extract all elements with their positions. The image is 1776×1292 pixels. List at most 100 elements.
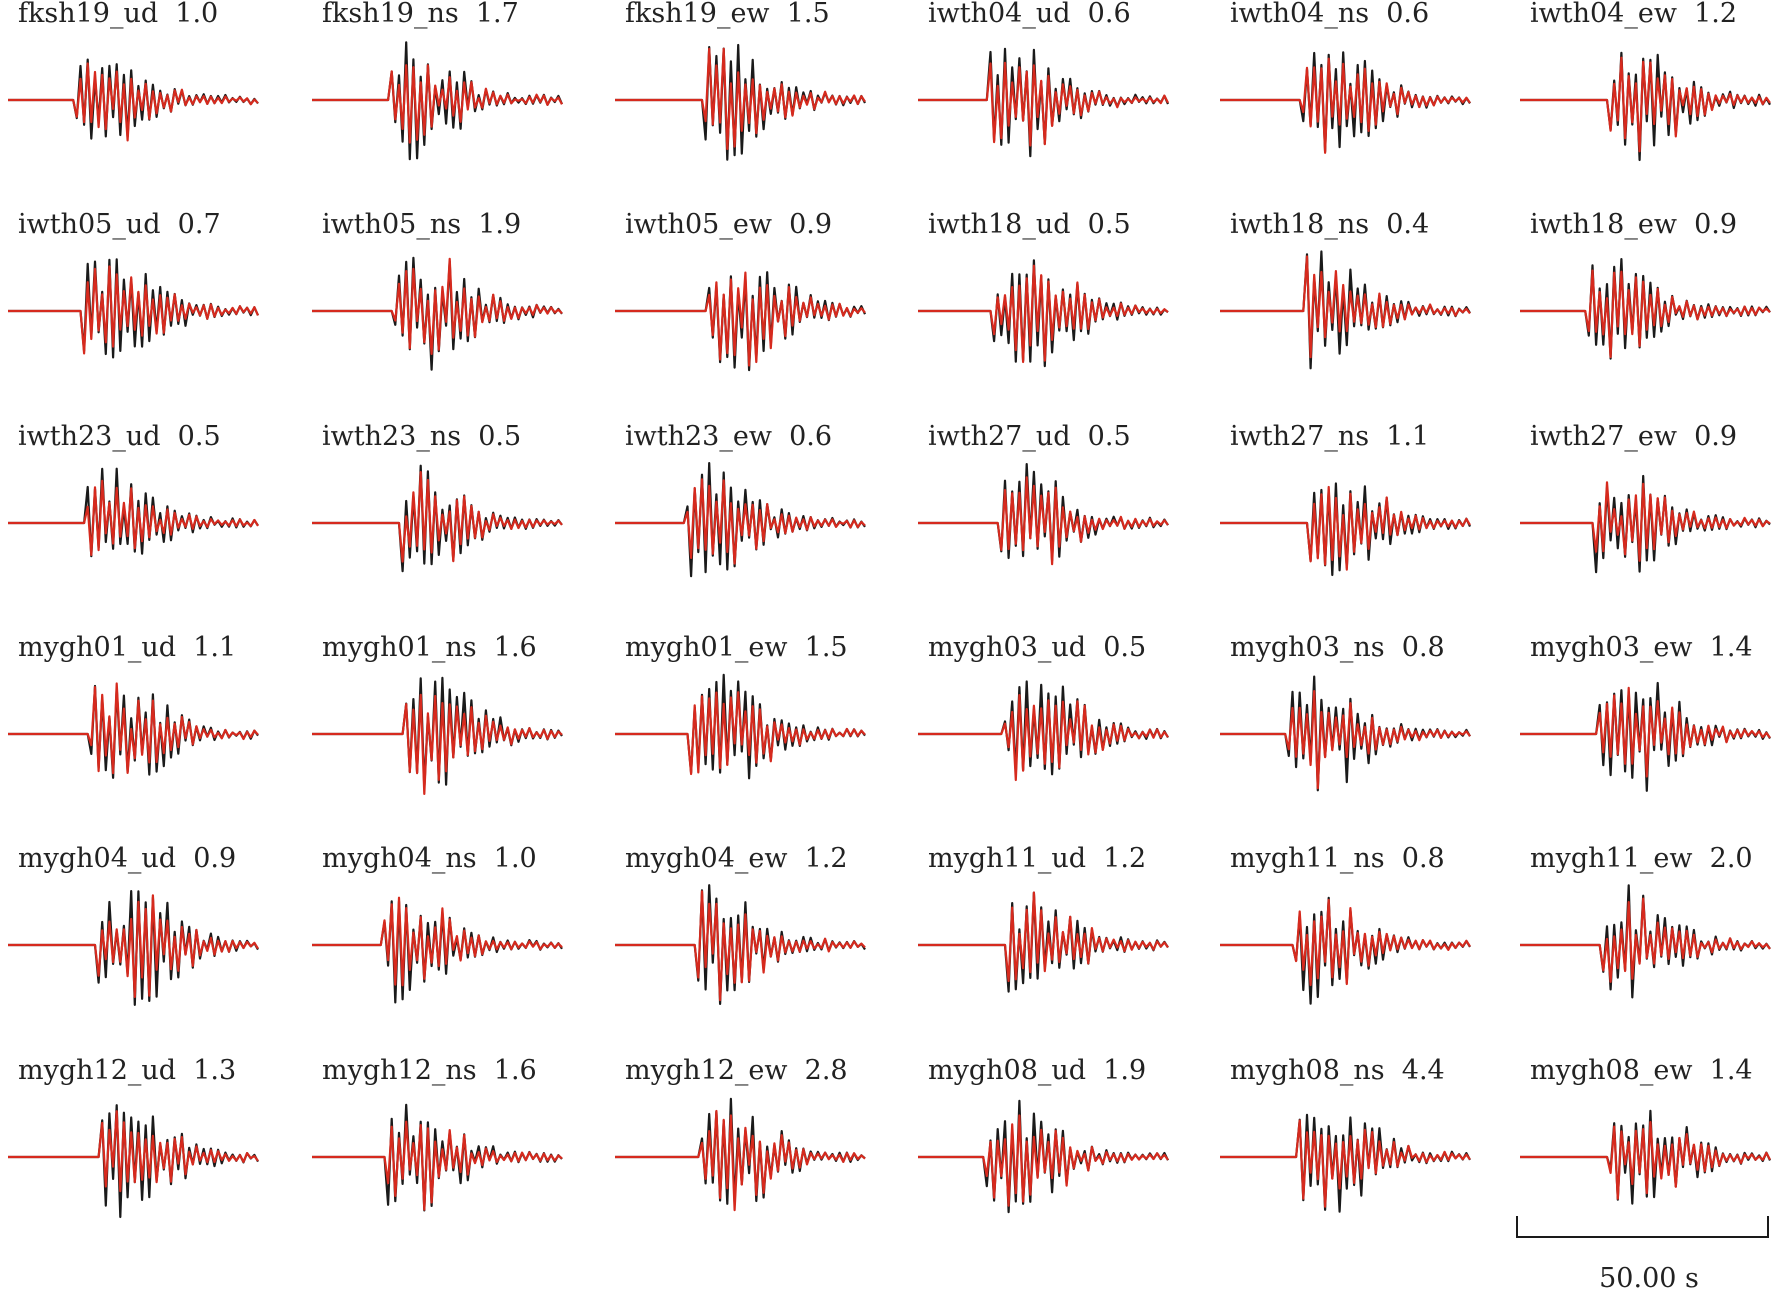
synthetic-waveform bbox=[918, 476, 1169, 566]
observed-waveform bbox=[1520, 51, 1771, 162]
synthetic-waveform bbox=[8, 894, 259, 998]
waveform-panel: mygh04_ud 0.9 bbox=[8, 843, 259, 1006]
panel-label: iwth23_ew 0.6 bbox=[625, 421, 832, 452]
synthetic-waveform bbox=[8, 62, 259, 142]
waveform-panel: mygh03_ud 0.5 bbox=[918, 632, 1169, 782]
synthetic-waveform bbox=[1520, 686, 1771, 778]
synthetic-waveform bbox=[615, 1109, 866, 1212]
synthetic-waveform bbox=[1520, 897, 1771, 983]
waveform-panel: mygh11_ew 2.0 bbox=[1520, 843, 1771, 999]
synthetic-waveform bbox=[918, 61, 1169, 147]
waveform-panel: mygh01_ns 1.6 bbox=[312, 632, 563, 795]
scale-bar-line bbox=[1516, 1216, 1769, 1238]
waveform-panel: mygh03_ns 0.8 bbox=[1220, 632, 1471, 792]
panel-label: iwth04_ew 1.2 bbox=[1530, 0, 1737, 29]
panel-label: iwth23_ud 0.5 bbox=[18, 421, 221, 452]
synthetic-waveform bbox=[1520, 481, 1771, 562]
panel-label: mygh12_ew 2.8 bbox=[625, 1055, 848, 1086]
panel-label: mygh11_ns 0.8 bbox=[1230, 843, 1445, 874]
waveform-panels: fksh19_ud 1.0 fksh19_ns 1.7 fksh19_ew 1.5 i… bbox=[8, 0, 1771, 1219]
panel-label: iwth04_ns 0.6 bbox=[1230, 0, 1429, 29]
panel-label: mygh03_ud 0.5 bbox=[928, 632, 1146, 663]
synthetic-waveform bbox=[8, 682, 259, 775]
synthetic-waveform bbox=[615, 691, 866, 776]
panel-label: iwth27_ns 1.1 bbox=[1230, 421, 1429, 452]
waveform-panel: iwth23_ud 0.5 bbox=[8, 421, 259, 558]
panel-label: mygh04_ew 1.2 bbox=[625, 843, 848, 874]
panel-label: mygh12_ud 1.3 bbox=[18, 1055, 236, 1086]
waveform-panel: iwth23_ew 0.6 bbox=[615, 421, 866, 578]
observed-waveform bbox=[615, 271, 867, 372]
observed-waveform bbox=[8, 684, 259, 779]
panel-label: fksh19_ew 1.5 bbox=[625, 0, 830, 29]
synthetic-waveform bbox=[615, 47, 866, 151]
synthetic-waveform bbox=[312, 693, 563, 795]
synthetic-waveform bbox=[8, 265, 260, 355]
panel-label: mygh03_ns 0.8 bbox=[1230, 632, 1445, 663]
synthetic-waveform bbox=[312, 471, 563, 563]
waveform-panel: iwth27_ew 0.9 bbox=[1520, 421, 1771, 574]
panel-label: mygh11_ud 1.2 bbox=[928, 843, 1146, 874]
waveform-panel: fksh19_ew 1.5 bbox=[615, 0, 866, 161]
waveform-panel: fksh19_ud 1.0 bbox=[8, 0, 259, 142]
waveform-panel: iwth04_ns 0.6 bbox=[1220, 0, 1471, 154]
waveform-panel: mygh12_ns 1.6 bbox=[312, 1055, 563, 1212]
panel-label: mygh04_ns 1.0 bbox=[322, 843, 537, 874]
synthetic-waveform bbox=[918, 264, 1169, 364]
synthetic-waveform bbox=[1220, 57, 1471, 154]
synthetic-waveform bbox=[1220, 485, 1471, 571]
waveform-panel: iwth27_ns 1.1 bbox=[1220, 421, 1472, 577]
waveform-panel: mygh08_ud 1.9 bbox=[918, 1055, 1169, 1214]
waveform-panel: fksh19_ns 1.7 bbox=[312, 0, 564, 161]
synthetic-waveform bbox=[1520, 56, 1771, 153]
panel-label: fksh19_ns 1.7 bbox=[322, 0, 519, 29]
waveform-panel: mygh12_ew 2.8 bbox=[615, 1055, 866, 1212]
waveform-panel: iwth18_ud 0.5 bbox=[918, 209, 1169, 368]
panel-label: mygh04_ud 0.9 bbox=[18, 843, 236, 874]
panel-label: iwth04_ud 0.6 bbox=[928, 0, 1131, 29]
waveform-panel: iwth05_ns 1.9 bbox=[312, 209, 563, 371]
waveform-panel: iwth23_ns 0.5 bbox=[312, 421, 563, 573]
waveform-panel: iwth04_ew 1.2 bbox=[1520, 0, 1771, 162]
panel-label: iwth18_ew 0.9 bbox=[1530, 209, 1737, 240]
waveform-panel: iwth05_ew 0.9 bbox=[615, 209, 867, 372]
panel-label: fksh19_ud 1.0 bbox=[18, 0, 218, 29]
scale-bar-label: 50.00 s bbox=[1599, 1263, 1699, 1292]
panel-label: iwth05_ew 0.9 bbox=[625, 209, 832, 240]
waveform-panel: mygh12_ud 1.3 bbox=[8, 1055, 259, 1219]
panel-label: mygh03_ew 1.4 bbox=[1530, 632, 1753, 663]
synthetic-waveform bbox=[1220, 690, 1471, 790]
waveform-panel: mygh03_ew 1.4 bbox=[1520, 632, 1771, 792]
time-scale-bar: 50.00 s bbox=[1516, 1216, 1769, 1292]
panel-label: mygh01_ns 1.6 bbox=[322, 632, 537, 663]
panel-label: mygh01_ew 1.5 bbox=[625, 632, 848, 663]
panel-label: iwth18_ud 0.5 bbox=[928, 209, 1131, 240]
waveform-panel: iwth04_ud 0.6 bbox=[918, 0, 1170, 158]
synthetic-waveform bbox=[615, 890, 866, 1002]
panel-label: iwth05_ns 1.9 bbox=[322, 209, 521, 240]
panel-label: iwth18_ns 0.4 bbox=[1230, 209, 1429, 240]
synthetic-waveform bbox=[312, 1120, 563, 1211]
synthetic-waveform bbox=[1220, 898, 1471, 987]
synthetic-waveform bbox=[615, 478, 866, 565]
waveform-panel: mygh04_ns 1.0 bbox=[312, 843, 563, 1004]
waveform-panel: mygh11_ud 1.2 bbox=[918, 843, 1169, 993]
panel-label: mygh08_ud 1.9 bbox=[928, 1055, 1146, 1086]
synthetic-waveform bbox=[1520, 1121, 1771, 1200]
panel-label: mygh08_ew 1.4 bbox=[1530, 1055, 1753, 1086]
waveform-panel: iwth05_ud 0.7 bbox=[8, 209, 260, 359]
waveform-panel: mygh04_ew 1.2 bbox=[615, 843, 866, 1005]
synthetic-waveform bbox=[1220, 1119, 1471, 1208]
synthetic-waveform bbox=[918, 1114, 1169, 1207]
panel-label: mygh11_ew 2.0 bbox=[1530, 843, 1753, 874]
waveform-panel: mygh01_ew 1.5 bbox=[615, 632, 866, 780]
synthetic-waveform bbox=[1220, 255, 1471, 359]
synthetic-waveform bbox=[312, 257, 563, 355]
panel-label: mygh12_ns 1.6 bbox=[322, 1055, 537, 1086]
waveform-panel: mygh08_ns 4.4 bbox=[1220, 1055, 1471, 1213]
waveform-panel: iwth18_ew 0.9 bbox=[1520, 209, 1771, 360]
waveform-panel: mygh11_ns 0.8 bbox=[1220, 843, 1471, 1005]
waveform-panel: iwth27_ud 0.5 bbox=[918, 421, 1169, 566]
panel-label: mygh08_ns 4.4 bbox=[1230, 1055, 1445, 1086]
waveform-panel: mygh01_ud 1.1 bbox=[8, 632, 259, 779]
